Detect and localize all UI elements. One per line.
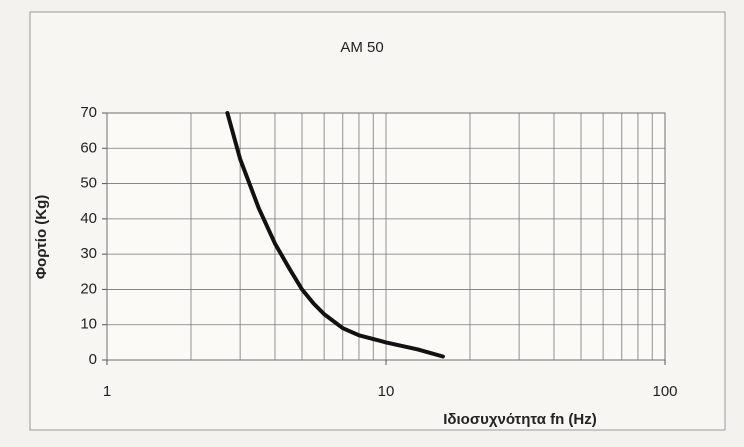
data-line xyxy=(225,111,445,359)
x-tick-label: 100 xyxy=(652,383,677,400)
chart-title: AM 50 xyxy=(340,39,383,56)
x-tick-label: 10 xyxy=(378,383,395,400)
x-axis-label: Ιδιοσυχνότητα fn (Hz) xyxy=(443,411,596,428)
y-tick-label: 20 xyxy=(80,280,97,297)
y-tick-label: 30 xyxy=(80,245,97,262)
y-axis-label: Φορτίο (Kg) xyxy=(33,195,50,280)
y-tick-label: 0 xyxy=(89,351,97,368)
y-tick-label: 40 xyxy=(80,210,97,227)
y-tick-label: 10 xyxy=(80,316,97,333)
x-tick-label: 1 xyxy=(103,383,111,400)
y-tick-label: 50 xyxy=(80,175,97,192)
y-tick-label: 70 xyxy=(80,104,97,121)
y-tick-label: 60 xyxy=(80,139,97,156)
